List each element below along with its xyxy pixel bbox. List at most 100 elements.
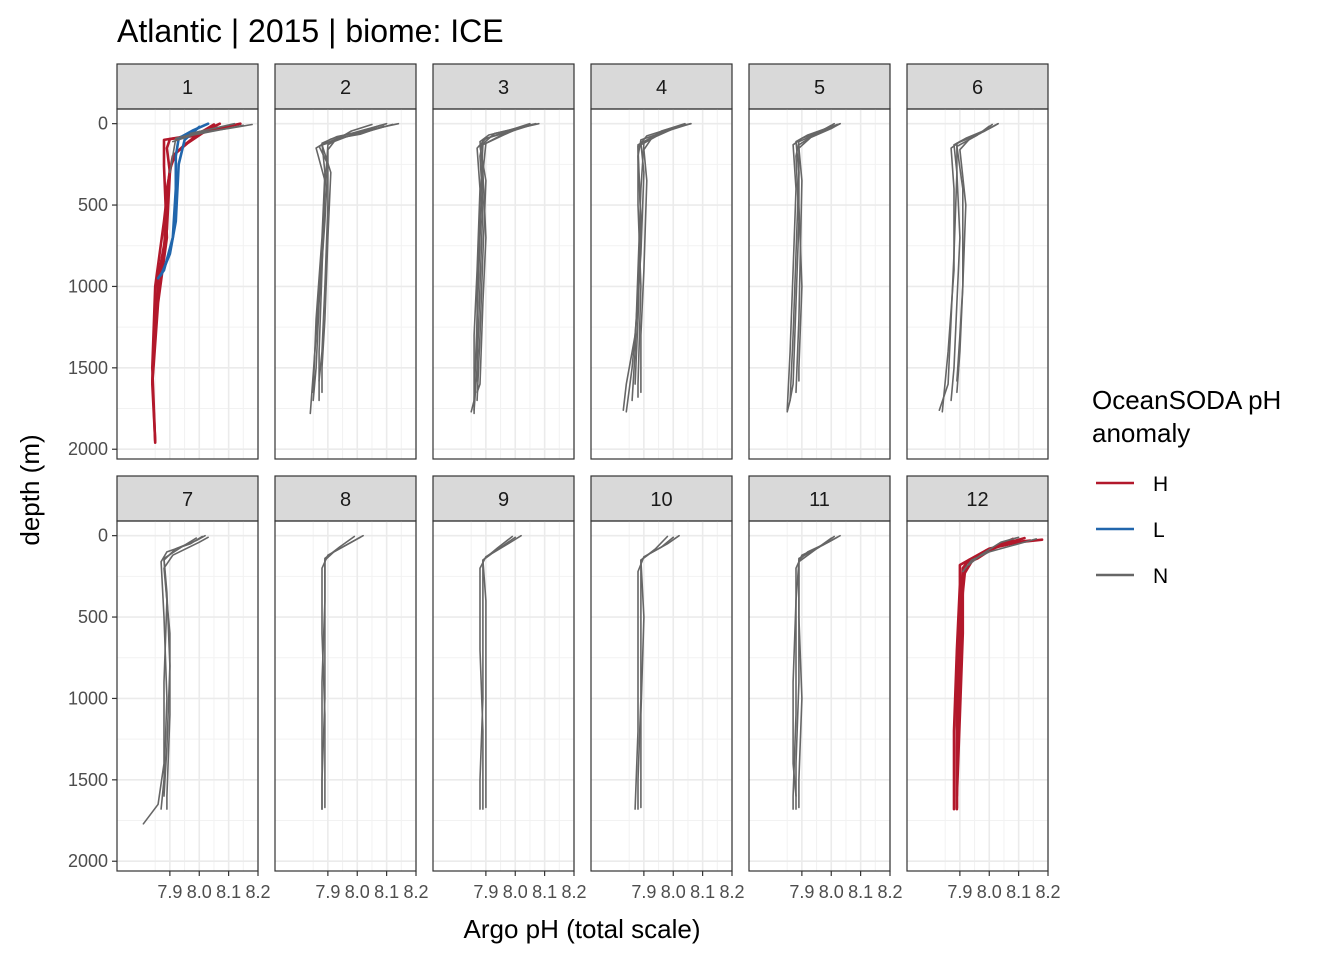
legend-entries: HLN bbox=[1096, 473, 1168, 588]
facet-strip bbox=[116, 63, 259, 110]
panel-border bbox=[590, 520, 733, 872]
facet-strip bbox=[590, 63, 733, 110]
legend-title-line-1: OceanSODA pH bbox=[1092, 385, 1281, 415]
profile-line-N bbox=[941, 124, 996, 413]
y-axis-title: depth (m) bbox=[15, 434, 45, 545]
legend-label-H: H bbox=[1153, 473, 1168, 496]
facet-strip bbox=[906, 63, 1049, 110]
profile-line-N bbox=[318, 125, 385, 382]
panel-border bbox=[116, 108, 259, 460]
profile-line-N bbox=[321, 535, 356, 810]
facet-panel: 10 7.9 8.0 8.1 8.2 bbox=[590, 475, 745, 902]
profile-line-N bbox=[160, 535, 203, 810]
profile-line-N bbox=[798, 124, 833, 382]
facet-strip bbox=[748, 475, 891, 522]
x-tick-label: 8.1 bbox=[532, 882, 557, 902]
x-tick-label: 7.9 bbox=[315, 882, 340, 902]
x-axis-title: Argo pH (total scale) bbox=[464, 914, 701, 944]
facet-strip bbox=[432, 63, 575, 110]
y-tick-label: 1500 bbox=[68, 770, 108, 790]
panel-border bbox=[906, 108, 1049, 460]
profile-line-N bbox=[318, 123, 373, 402]
x-tick-label: 7.9 bbox=[631, 882, 656, 902]
facet-strip-label: 7 bbox=[182, 489, 193, 511]
profile-line-N bbox=[967, 536, 1020, 566]
x-tick-label: 8.1 bbox=[1006, 882, 1031, 902]
x-tick-label: 8.1 bbox=[374, 882, 399, 902]
y-tick-label: 500 bbox=[78, 195, 108, 215]
profile-line-N bbox=[482, 535, 514, 809]
facet-strip bbox=[432, 475, 575, 522]
x-tick-label: 8.2 bbox=[719, 882, 744, 902]
facet-panel: 7 0 500 1000 1500 2000 7.9 8.0 8.1 8.2 bbox=[68, 475, 271, 902]
facet-strip-label: 10 bbox=[650, 489, 672, 511]
facet-strip bbox=[274, 63, 417, 110]
facet-panel: 2 bbox=[274, 63, 417, 460]
profile-line-N bbox=[961, 538, 1038, 573]
profile-line-N bbox=[795, 122, 841, 394]
panel-border bbox=[116, 520, 259, 872]
profile-line-H bbox=[952, 538, 1044, 811]
profile-line-N bbox=[631, 122, 686, 402]
facet-strip-label: 4 bbox=[656, 77, 667, 99]
profile-line-N bbox=[476, 124, 528, 394]
x-tick-label: 8.2 bbox=[1035, 882, 1060, 902]
x-tick-label: 8.0 bbox=[819, 882, 844, 902]
y-tick-label: 2000 bbox=[68, 851, 108, 871]
profile-line-N bbox=[950, 123, 994, 402]
profile-line-N bbox=[956, 125, 991, 394]
facet-panel: 12 7.9 8.0 8.1 8.2 bbox=[906, 475, 1061, 902]
profile-line-N bbox=[163, 537, 198, 797]
facet-strip-label: 3 bbox=[498, 77, 509, 99]
x-tick-label: 8.1 bbox=[848, 882, 873, 902]
facet-panel: 5 bbox=[748, 63, 891, 460]
legend-label-N: N bbox=[1153, 565, 1168, 588]
panel-border bbox=[432, 108, 575, 460]
profile-line-H bbox=[955, 539, 1032, 798]
x-tick-label: 8.2 bbox=[561, 882, 586, 902]
facet-panel: 1 0 500 1000 1500 2000 bbox=[68, 63, 259, 460]
facet-strip-label: 2 bbox=[340, 77, 351, 99]
facet-panel: 6 bbox=[906, 63, 1049, 460]
profile-line-N bbox=[640, 535, 669, 809]
chart-title: Atlantic | 2015 | biome: ICE bbox=[117, 13, 504, 49]
panel-border bbox=[590, 108, 733, 460]
facet-panel: 4 bbox=[590, 63, 733, 460]
facet-panel: 11 7.9 8.0 8.1 8.2 bbox=[748, 475, 903, 902]
profile-line-N bbox=[189, 122, 236, 135]
profile-line-N bbox=[634, 536, 675, 810]
profile-line-N bbox=[634, 125, 680, 385]
facet-strip-label: 8 bbox=[340, 489, 351, 511]
facet-strip-label: 1 bbox=[182, 77, 193, 99]
profile-line-N bbox=[479, 536, 517, 810]
x-tick-label: 8.2 bbox=[403, 882, 428, 902]
facet-strip-label: 5 bbox=[814, 77, 825, 99]
facet-strip bbox=[590, 475, 733, 522]
x-tick-label: 7.9 bbox=[157, 882, 182, 902]
profile-line-H bbox=[955, 536, 1026, 811]
y-tick-label: 1000 bbox=[68, 688, 108, 708]
profile-line-N bbox=[321, 536, 362, 809]
x-tick-label: 8.0 bbox=[187, 882, 212, 902]
y-tick-label: 1500 bbox=[68, 358, 108, 378]
legend-title-line-2: anomaly bbox=[1092, 418, 1190, 448]
profile-line-N bbox=[476, 125, 525, 382]
profile-line-N bbox=[792, 537, 833, 797]
facet-panel: 8 7.9 8.0 8.1 8.2 bbox=[274, 475, 429, 902]
panel-border bbox=[748, 108, 891, 460]
x-tick-label: 7.9 bbox=[473, 882, 498, 902]
facet-strip bbox=[274, 475, 417, 522]
x-tick-label: 7.9 bbox=[947, 882, 972, 902]
facet-strip-label: 11 bbox=[809, 489, 830, 511]
facet-strip bbox=[906, 475, 1049, 522]
x-tick-label: 7.9 bbox=[789, 882, 814, 902]
profile-line-N bbox=[479, 534, 522, 810]
y-tick-label: 500 bbox=[78, 607, 108, 627]
x-tick-label: 8.0 bbox=[503, 882, 528, 902]
x-tick-label: 8.0 bbox=[661, 882, 686, 902]
profile-line-H bbox=[151, 122, 222, 445]
panel-border bbox=[274, 108, 417, 460]
y-tick-label: 0 bbox=[98, 114, 108, 134]
facet-strip-label: 12 bbox=[966, 489, 988, 511]
